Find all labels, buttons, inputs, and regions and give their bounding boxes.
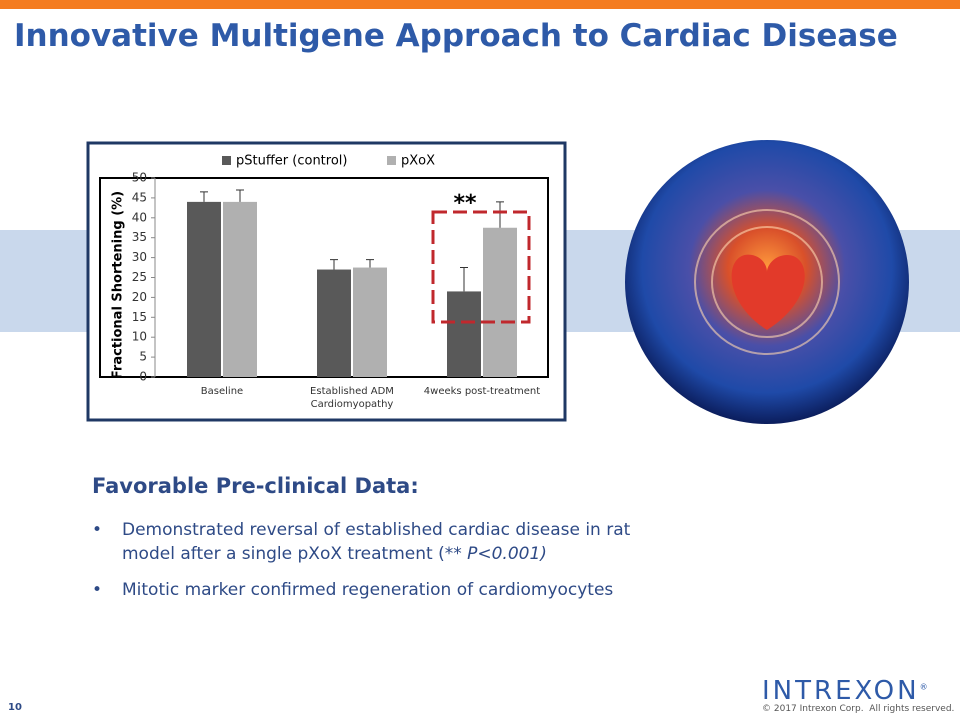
error-bar <box>330 259 338 270</box>
bullet-emphasis: P<0.001) <box>467 544 547 564</box>
legend-label: pXoX <box>401 154 435 169</box>
y-tick-label: 20 <box>132 290 147 304</box>
title: Innovative Multigene Approach to Cardiac… <box>14 18 898 54</box>
y-tick-label: 40 <box>132 210 147 224</box>
error-bar <box>236 189 244 202</box>
page-number: 10 <box>8 702 22 713</box>
y-tick-label: 30 <box>132 250 147 264</box>
bar <box>483 227 517 377</box>
bar <box>353 267 387 377</box>
error-bar <box>496 201 504 228</box>
bullet: • Demonstrated reversal of established ca… <box>92 520 631 564</box>
bar <box>447 291 481 377</box>
y-tick-label: 0 <box>139 370 147 384</box>
highlight-box <box>431 210 531 324</box>
ring <box>711 226 823 338</box>
error-bar <box>460 267 468 292</box>
y-tick-label: 5 <box>139 350 147 364</box>
legend-swatch <box>387 156 396 165</box>
bullet: • Mitotic marker confirmed regeneration o… <box>92 580 614 600</box>
y-tick-label: 25 <box>132 270 147 284</box>
heading: Favorable Pre-clinical Data: <box>92 474 419 498</box>
bar <box>223 201 257 377</box>
y-tick-label: 35 <box>132 230 147 244</box>
x-tick-label: Established ADM Cardiomyopathy <box>310 386 394 410</box>
copyright: © 2017 Intrexon Corp. All rights reserve… <box>762 704 955 714</box>
logo: INTREXON® <box>762 676 931 706</box>
top-bar <box>0 0 960 9</box>
y-axis-label: Fractional Shortening (%) <box>111 191 126 379</box>
bullet-text: Demonstrated reversal of established car… <box>122 520 631 564</box>
ring <box>694 209 840 355</box>
legend-swatch <box>222 156 231 165</box>
x-tick-label: 4weeks post-treatment <box>423 386 541 397</box>
chart: 0 5 10 15 20 25 30 35 40 45 50 Fractional Shortenin… <box>111 154 531 384</box>
bar <box>187 201 221 377</box>
registered: ® <box>919 682 931 692</box>
logo-text: INTREXON <box>762 676 920 706</box>
y-tick-label: 50 <box>132 171 147 185</box>
bullet-text: Mitotic marker confirmed regeneration of… <box>122 580 614 600</box>
y-tick-label: 45 <box>132 190 147 204</box>
heart <box>731 254 805 330</box>
bar <box>317 269 351 377</box>
annotation: ** <box>453 191 477 216</box>
y-tick-label: 15 <box>132 310 147 324</box>
bullet-list: • Demonstrated reversal of established ca… <box>92 518 632 602</box>
x-tick-label: Baseline <box>200 386 244 397</box>
y-tick-label: 10 <box>132 330 147 344</box>
legend-label: pStuffer (control) <box>236 154 347 169</box>
error-bar <box>366 259 374 268</box>
error-bar <box>200 191 208 202</box>
